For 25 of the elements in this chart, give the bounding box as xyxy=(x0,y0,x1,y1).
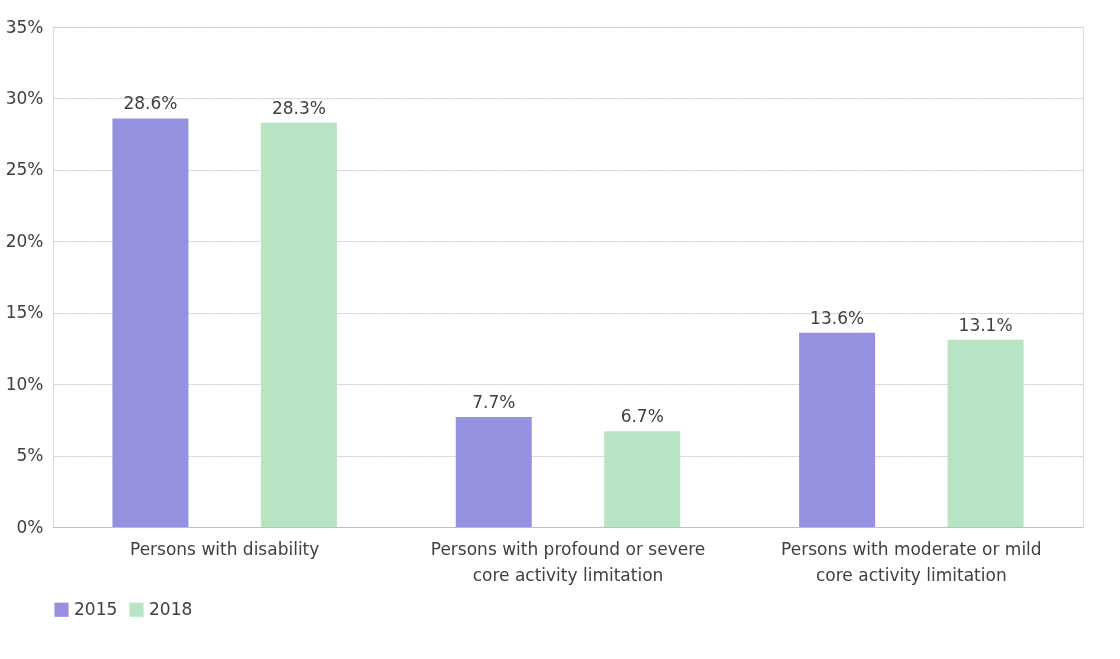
bar xyxy=(799,332,876,527)
y-tick-label: 5% xyxy=(16,445,44,466)
data-label: 7.7% xyxy=(472,392,516,412)
data-label: 28.3% xyxy=(271,97,326,118)
y-tick-label: 0% xyxy=(16,516,44,537)
data-label: 28.6% xyxy=(123,93,178,114)
y-tick-label: 10% xyxy=(5,373,44,394)
bar xyxy=(604,431,681,527)
bar xyxy=(455,417,532,527)
y-tick-label: 15% xyxy=(5,302,44,323)
x-tick-label: Persons with disability xyxy=(129,538,320,559)
y-tick-label: 35% xyxy=(5,16,44,37)
bar xyxy=(260,122,337,527)
data-label: 13.1% xyxy=(958,314,1013,335)
y-tick-label: 30% xyxy=(5,87,44,108)
x-tick-label: Persons with moderate or mild core activity limitation xyxy=(781,538,1042,585)
legend-label: 2015 xyxy=(74,598,118,619)
y-tick-label: 20% xyxy=(5,230,44,251)
y-tick-label: 25% xyxy=(5,159,44,180)
legend-label: 2018 xyxy=(149,598,193,619)
bar xyxy=(947,339,1024,527)
bar xyxy=(112,118,189,527)
data-label: 13.6% xyxy=(810,307,865,328)
data-label: 6.7% xyxy=(620,406,664,427)
x-tick-label: Persons with profound or severe core activity limitation xyxy=(430,538,706,585)
